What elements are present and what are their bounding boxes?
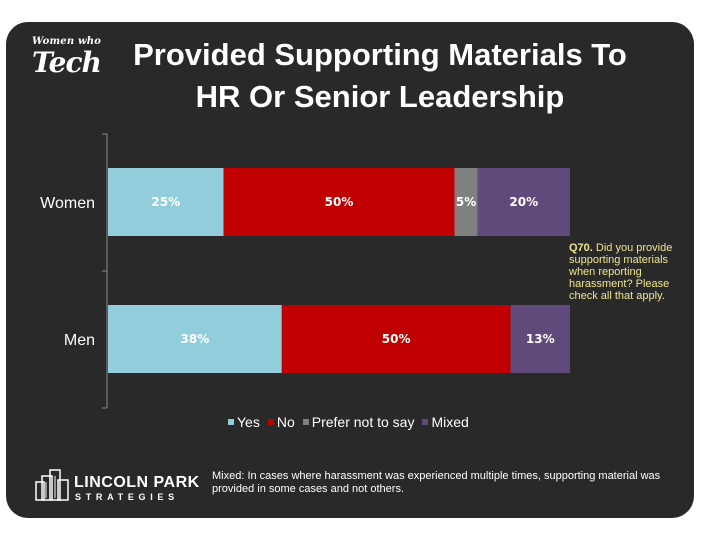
- data-label-men-no: 50%: [382, 332, 411, 346]
- legend-swatch-mixed: [422, 419, 429, 425]
- data-label-women-prefer-not-to-say: 5%: [456, 195, 476, 209]
- legend-label-yes: Yes: [237, 414, 260, 430]
- bar-men-yes: [108, 305, 282, 373]
- bar-women-prefer-not-to-say: [454, 168, 478, 236]
- legend-label-prefer-not-to-say: Prefer not to say: [311, 414, 415, 430]
- logo-small-text: Women who: [32, 36, 102, 47]
- data-label-women-yes: 25%: [151, 195, 180, 209]
- question-label: Q70.: [569, 242, 593, 254]
- lincoln-park-logo: LINCOLN PARK STRATEGIES: [34, 468, 199, 504]
- data-label-women-no: 50%: [325, 195, 354, 209]
- legend-item-prefer-not-to-say: Prefer not to say: [302, 414, 415, 430]
- bar-men-no: [281, 305, 511, 373]
- legend-swatch-prefer-not-to-say: [302, 419, 309, 425]
- legend-item-mixed: Mixed: [422, 414, 469, 430]
- legend-swatch-yes: [228, 419, 234, 425]
- legend-item-no: No: [267, 414, 295, 430]
- women-who-tech-logo: Women who Tech: [28, 34, 104, 80]
- legend-label-no: No: [276, 414, 295, 430]
- page-title: Provided Supporting Materials To HR Or S…: [100, 34, 660, 118]
- data-label-men-mixed: 13%: [526, 332, 555, 346]
- legend-item-yes: Yes: [228, 414, 260, 430]
- title-line-1: Provided Supporting Materials To: [133, 37, 627, 72]
- data-label-men-yes: 38%: [181, 332, 210, 346]
- brand-name: LINCOLN PARK: [74, 474, 200, 491]
- bar-women-yes: [108, 168, 224, 236]
- slide-background: [6, 22, 694, 518]
- title-line-2: HR Or Senior Leadership: [195, 79, 565, 114]
- bar-women-no: [223, 168, 455, 236]
- question-text: Did you provide supporting materials whe…: [569, 242, 673, 302]
- data-label-women-mixed: 20%: [509, 195, 538, 209]
- logo-big-text: Tech: [32, 46, 102, 79]
- category-label-men: Men: [64, 332, 95, 349]
- bar-men-mixed: [510, 305, 570, 373]
- legend-swatch-no: [267, 419, 274, 425]
- bar-women-mixed: [477, 168, 570, 236]
- brand-sub: STRATEGIES: [75, 492, 179, 502]
- category-label-women: Women: [40, 195, 95, 212]
- chart-legend: Yes No Prefer not to say Mixed: [228, 413, 477, 431]
- building-icon: [35, 469, 69, 501]
- footnote: Mixed: In cases where harassment was exp…: [212, 470, 661, 495]
- question-note: Q70. Did you provide supporting material…: [569, 242, 687, 302]
- legend-label-mixed: Mixed: [431, 414, 469, 430]
